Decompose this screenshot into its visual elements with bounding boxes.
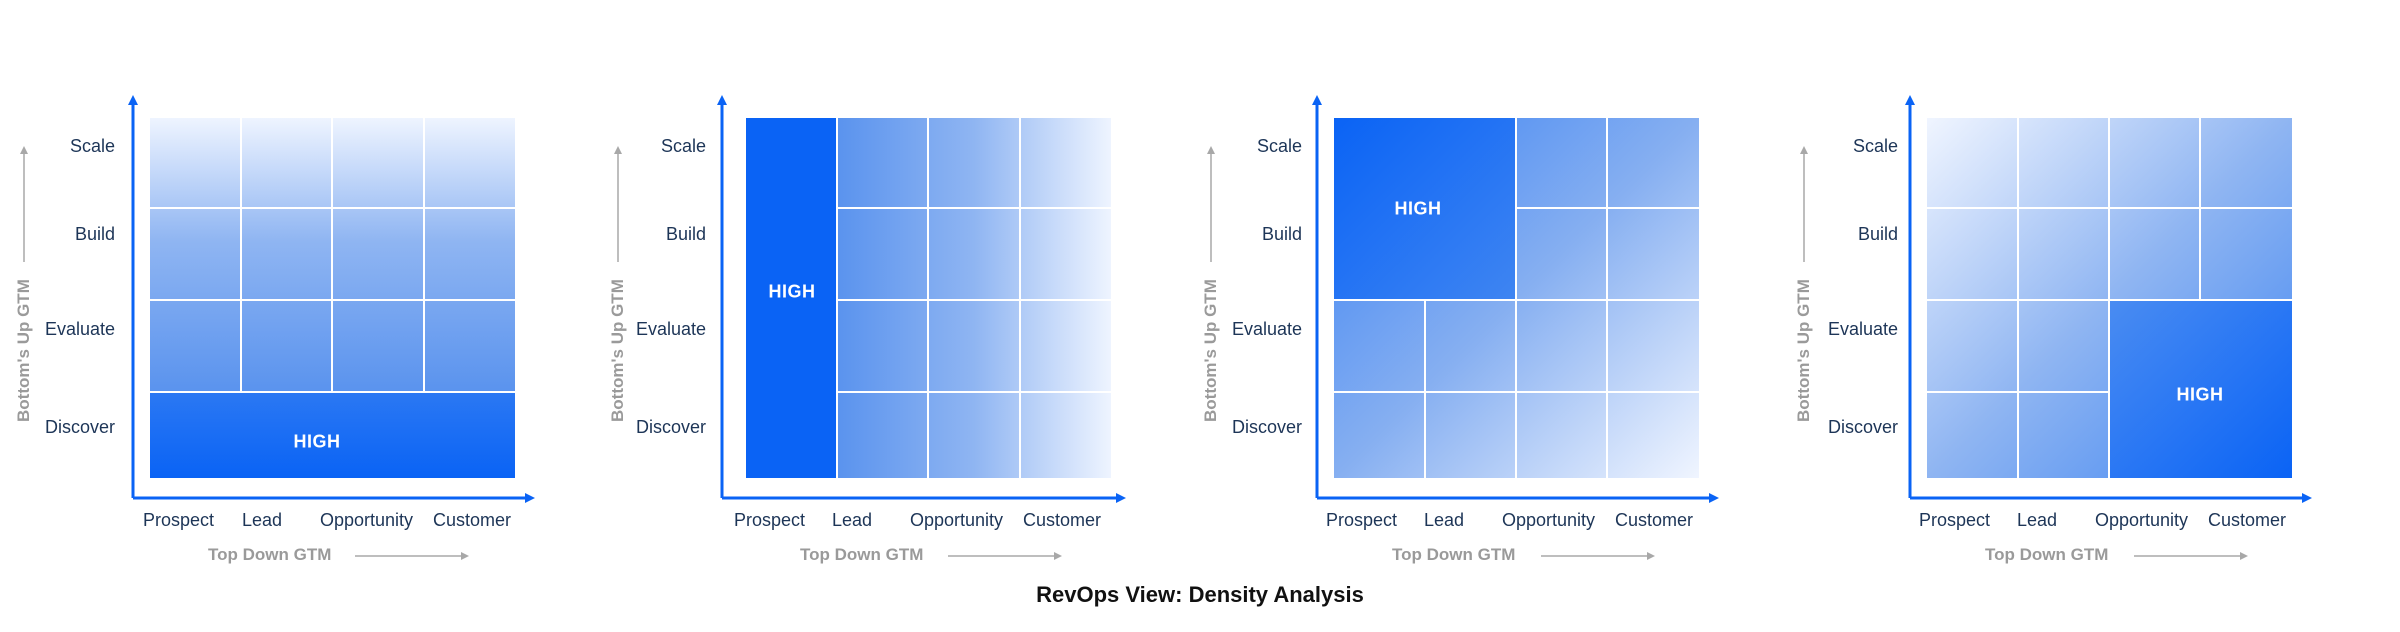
x-axis-title: Top Down GTM — [1392, 545, 1516, 564]
y-label-build: Build — [1261, 224, 1302, 244]
x-label-opportunity: Opportunity — [910, 510, 1004, 530]
high-label: HIGH — [2176, 384, 2224, 405]
y-label-scale: Scale — [660, 136, 706, 156]
x-label-lead: Lead — [2017, 510, 2058, 530]
y-label-scale: Scale — [1256, 136, 1302, 156]
y-label-discover: Discover — [1231, 417, 1302, 437]
x-label-customer: Customer — [1023, 510, 1102, 530]
y-axis-title: Bottom's Up GTM — [1201, 279, 1220, 422]
x-label-lead: Lead — [242, 510, 283, 530]
high-label: HIGH — [768, 281, 816, 302]
high-region — [1334, 118, 1516, 300]
y-axis-title: Bottom's Up GTM — [14, 279, 33, 422]
x-axis-title: Top Down GTM — [1985, 545, 2109, 564]
panel-3-graphic — [1207, 95, 1719, 560]
panel-1-graphic — [20, 95, 535, 560]
x-label-customer: Customer — [433, 510, 512, 530]
x-axis-title: Top Down GTM — [208, 545, 332, 564]
x-label-prospect: Prospect — [1326, 510, 1398, 530]
density-panel-3: Scale Build Evaluate Discover Prospect L… — [1192, 0, 1792, 632]
y-label-build: Build — [74, 224, 115, 244]
high-region — [746, 118, 837, 478]
density-panel-4: Scale Build Evaluate Discover Prospect L… — [1788, 0, 2388, 632]
x-label-customer: Customer — [1615, 510, 1694, 530]
x-label-prospect: Prospect — [1919, 510, 1991, 530]
x-axis-title: Top Down GTM — [800, 545, 924, 564]
x-label-prospect: Prospect — [734, 510, 806, 530]
x-label-opportunity: Opportunity — [2095, 510, 2189, 530]
density-panel-1: Scale Build Evaluate Discover Prospect L… — [0, 0, 600, 632]
grid-lines — [1334, 118, 1699, 478]
y-label-evaluate: Evaluate — [635, 319, 706, 339]
high-label: HIGH — [293, 431, 341, 452]
x-label-lead: Lead — [832, 510, 873, 530]
y-label-evaluate: Evaluate — [44, 319, 115, 339]
density-panel-2: Scale Build Evaluate Discover Prospect L… — [596, 0, 1196, 632]
y-label-scale: Scale — [1852, 136, 1898, 156]
grid-lines — [1927, 118, 2292, 478]
y-label-evaluate: Evaluate — [1827, 319, 1898, 339]
x-label-opportunity: Opportunity — [1502, 510, 1596, 530]
grid-lines — [150, 118, 515, 393]
high-region — [150, 392, 515, 478]
panel-4-graphic — [1800, 95, 2312, 560]
x-label-prospect: Prospect — [143, 510, 215, 530]
high-label: HIGH — [1394, 198, 1442, 219]
y-axis-title: Bottom's Up GTM — [1794, 279, 1813, 422]
panel-2-graphic — [614, 95, 1126, 560]
y-label-discover: Discover — [635, 417, 706, 437]
heat-area — [837, 118, 1111, 478]
y-label-discover: Discover — [1827, 417, 1898, 437]
y-label-scale: Scale — [69, 136, 115, 156]
figure-caption: RevOps View: Density Analysis — [1036, 582, 1364, 607]
y-label-build: Build — [1857, 224, 1898, 244]
y-label-discover: Discover — [44, 417, 115, 437]
y-axis-title: Bottom's Up GTM — [608, 279, 627, 422]
y-label-build: Build — [665, 224, 706, 244]
y-label-evaluate: Evaluate — [1231, 319, 1302, 339]
grid-lines — [836, 118, 1111, 478]
high-region — [2109, 300, 2292, 478]
x-label-opportunity: Opportunity — [320, 510, 414, 530]
x-label-customer: Customer — [2208, 510, 2287, 530]
x-label-lead: Lead — [1424, 510, 1465, 530]
